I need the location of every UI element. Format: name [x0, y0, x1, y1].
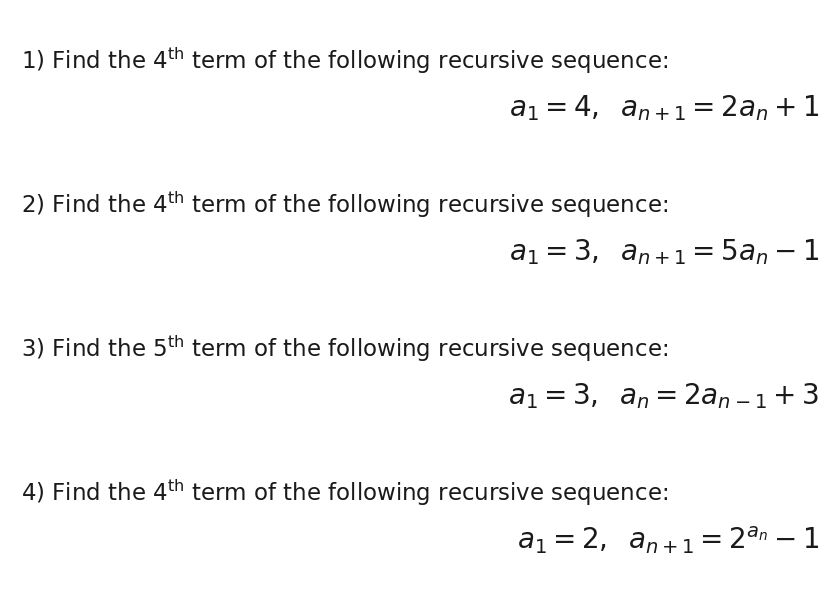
- Text: 3) Find the 5$^{\mathsf{th}}$ term of the following recursive sequence:: 3) Find the 5$^{\mathsf{th}}$ term of th…: [21, 333, 668, 364]
- Text: 1) Find the 4$^{\mathsf{th}}$ term of the following recursive sequence:: 1) Find the 4$^{\mathsf{th}}$ term of th…: [21, 45, 668, 76]
- Text: $a_1 = 3, \;\; a_n = 2a_{n-1} + 3$: $a_1 = 3, \;\; a_n = 2a_{n-1} + 3$: [508, 381, 819, 411]
- Text: $a_1 = 3, \;\; a_{n+1} = 5a_n - 1$: $a_1 = 3, \;\; a_{n+1} = 5a_n - 1$: [509, 237, 819, 267]
- Text: $a_1 =2, \;\; a_{n+1} = 2^{a_n} - 1$: $a_1 =2, \;\; a_{n+1} = 2^{a_n} - 1$: [517, 525, 819, 556]
- Text: 4) Find the 4$^{\mathsf{th}}$ term of the following recursive sequence:: 4) Find the 4$^{\mathsf{th}}$ term of th…: [21, 477, 668, 508]
- Text: 2) Find the 4$^{\mathsf{th}}$ term of the following recursive sequence:: 2) Find the 4$^{\mathsf{th}}$ term of th…: [21, 189, 668, 220]
- Text: $a_1 = 4, \;\; a_{n+1} = 2a_n + 1$: $a_1 = 4, \;\; a_{n+1} = 2a_n + 1$: [509, 93, 819, 123]
